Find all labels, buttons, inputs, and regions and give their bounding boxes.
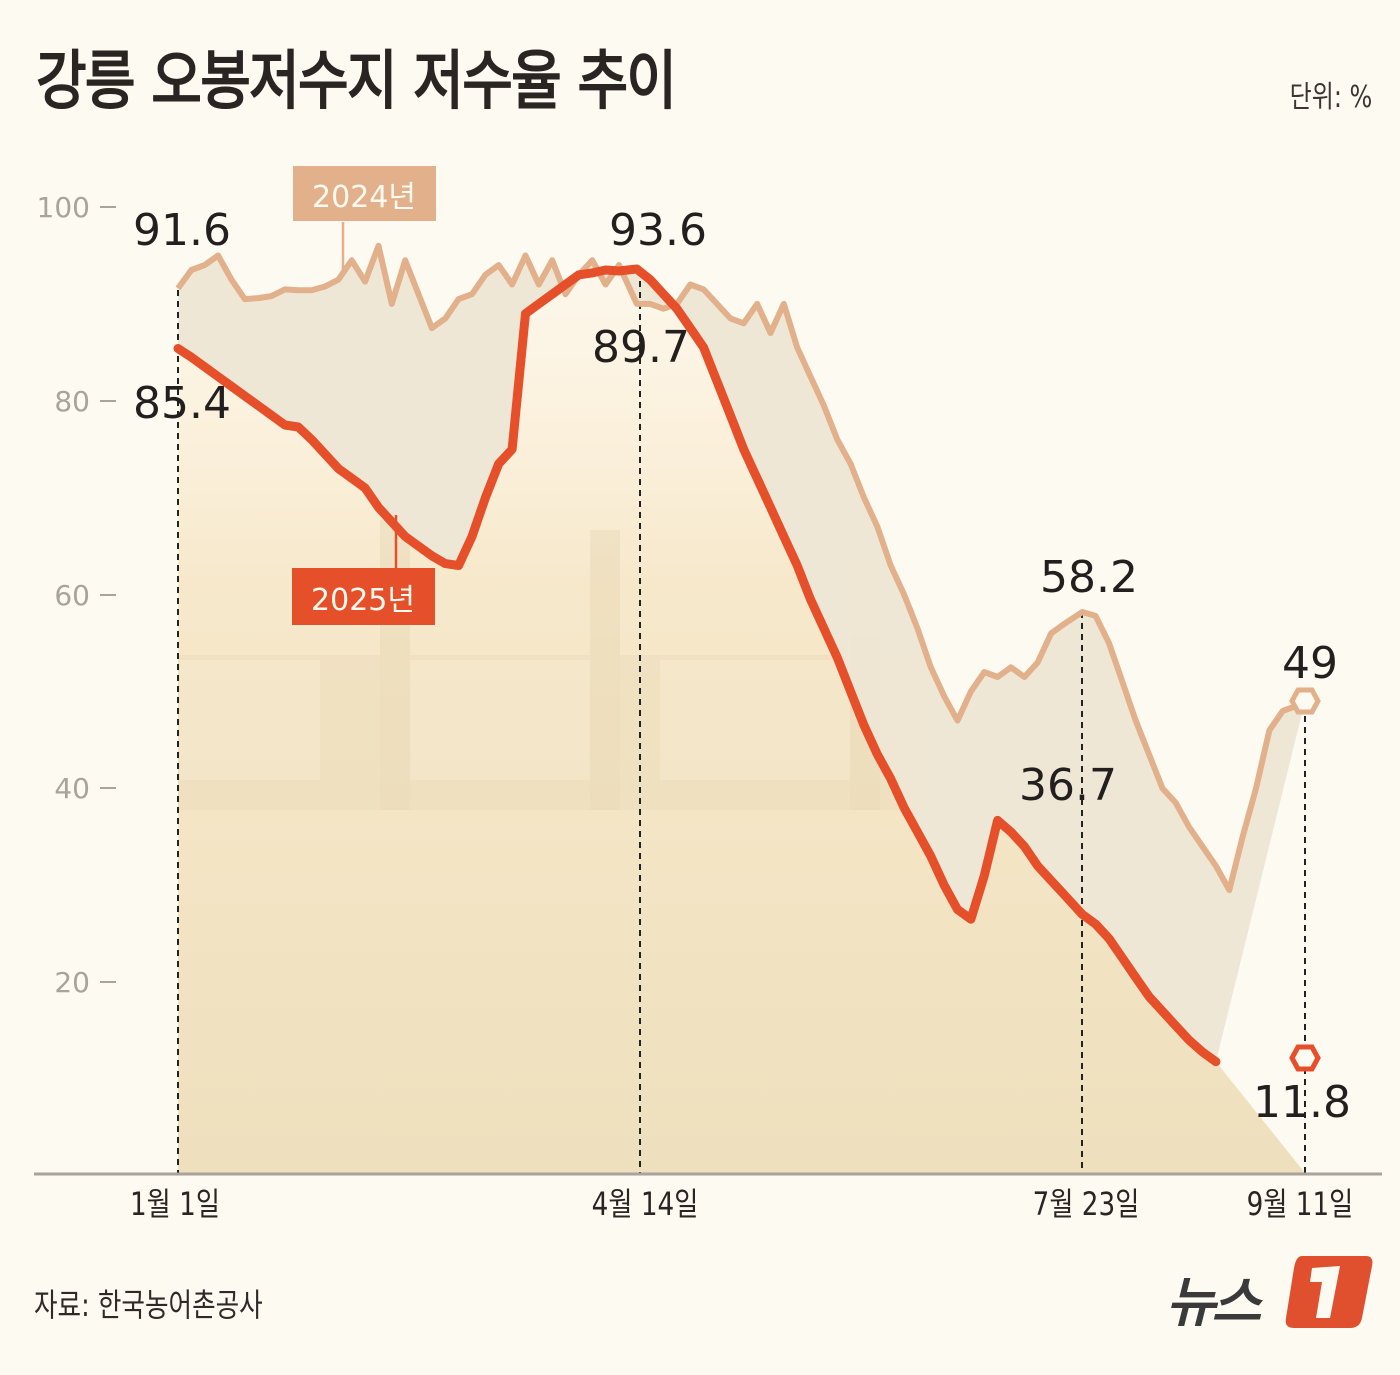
annotation-58-2: 58.2 [1040, 552, 1138, 603]
annotation-93-6: 93.6 [609, 205, 707, 256]
logo-text: 뉴스 [1166, 1271, 1261, 1334]
source-credit: 자료: 한국농어촌공사 [34, 1286, 263, 1324]
area-under-2025 [178, 269, 1305, 1173]
y-tick-label: 60 [54, 579, 90, 612]
annotation-89-7: 89.7 [592, 322, 690, 373]
annotation-11-8: 11.8 [1253, 1077, 1351, 1128]
legend-label-2024: 2024년 [312, 180, 416, 215]
news1-logo: 뉴스 [1160, 1252, 1380, 1334]
unit-label: 단위: % [1289, 80, 1372, 115]
series-line-2024 [175, 242, 1307, 894]
legend-2024: 2024년 [293, 166, 436, 272]
series-line-2025 [173, 264, 1221, 1067]
end-marker-2025 [1289, 1044, 1321, 1072]
annotation-49: 49 [1282, 638, 1338, 689]
guide-lines [177, 270, 1306, 1173]
y-tick-marks [100, 206, 116, 983]
x-tick-label: 9월 11일 [1247, 1185, 1354, 1222]
x-tick-label: 1월 1일 [130, 1185, 220, 1222]
logo-badge-icon [1285, 1256, 1373, 1328]
annotation-85-4: 85.4 [133, 378, 231, 429]
y-tick-label: 40 [54, 772, 90, 805]
annotation-36-7: 36.7 [1019, 760, 1117, 811]
x-tick-label: 7월 23일 [1033, 1185, 1140, 1222]
photo-backdrop-texture [178, 520, 928, 810]
x-tick-label: 4월 14일 [592, 1185, 699, 1222]
end-marker-2024 [1289, 687, 1321, 715]
y-axis: 100 80 60 40 20 [37, 191, 90, 999]
x-axis: 1월 1일 4월 14일 7월 23일 9월 11일 [130, 1185, 1353, 1222]
chart-title: 강릉 오봉저수지 저수율 추이 [36, 45, 677, 119]
y-tick-label: 100 [37, 191, 90, 224]
area-between-series [178, 245, 1305, 1062]
y-tick-label: 80 [54, 385, 90, 418]
annotation-91-6: 91.6 [133, 205, 231, 256]
annotations: 91.6 85.4 93.6 89.7 58.2 36.7 49 11.8 [133, 205, 1351, 1128]
legend-2025: 2025년 [292, 515, 435, 625]
legend-label-2025: 2025년 [311, 583, 415, 618]
y-tick-label: 20 [54, 966, 90, 999]
